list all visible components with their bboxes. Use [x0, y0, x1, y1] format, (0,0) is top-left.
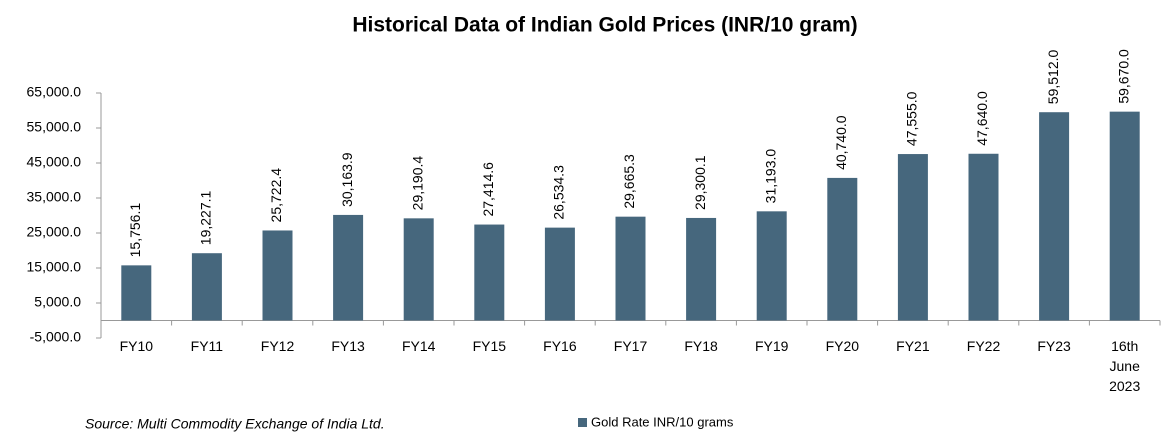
bar: [333, 214, 364, 321]
data-label: 47,555.0: [904, 91, 920, 146]
x-tick-label: FY13: [331, 338, 365, 354]
bar: [544, 227, 575, 321]
x-tick-label: FY20: [825, 338, 860, 354]
y-tick-label: 25,000.0: [27, 224, 82, 240]
bar: [1109, 111, 1140, 321]
data-label: 29,665.3: [621, 154, 637, 209]
x-tick-label: FY15: [472, 338, 507, 354]
bar: [897, 154, 928, 321]
data-label: 30,163.9: [339, 152, 355, 207]
bar: [686, 217, 717, 321]
x-tick-label: FY18: [684, 338, 718, 354]
y-tick-label: 15,000.0: [27, 259, 82, 275]
y-tick-label: 55,000.0: [27, 119, 82, 135]
x-tick-label: FY14: [401, 338, 436, 354]
y-tick-label: -5,000.0: [30, 329, 82, 345]
legend-swatch: [578, 418, 587, 427]
data-label: 59,512.0: [1045, 49, 1061, 104]
bar: [121, 265, 152, 321]
y-tick-label: 45,000.0: [27, 154, 82, 170]
source-note: Source: Multi Commodity Exchange of Indi…: [85, 416, 385, 432]
bar: [615, 216, 646, 321]
y-tick-label: 35,000.0: [27, 189, 82, 205]
bar: [403, 218, 434, 321]
data-label: 27,414.6: [480, 162, 496, 217]
data-label: 59,670.0: [1115, 49, 1131, 104]
x-tick-label: FY16: [543, 338, 577, 354]
y-tick-label: 65,000.0: [27, 84, 82, 100]
data-label: 29,190.4: [409, 156, 425, 211]
data-label: 25,722.4: [268, 168, 284, 223]
x-tick-label: FY17: [613, 338, 648, 354]
data-label: 31,193.0: [762, 149, 778, 204]
x-tick-label: FY21: [896, 338, 930, 354]
y-tick-label: 5,000.0: [34, 294, 81, 310]
data-label: 29,300.1: [692, 155, 708, 210]
data-label: 40,740.0: [833, 115, 849, 170]
data-label: 19,227.1: [198, 190, 214, 245]
bar: [1039, 112, 1070, 321]
bar: [191, 253, 222, 321]
bar: [756, 211, 787, 321]
legend-label: Gold Rate INR/10 grams: [591, 414, 734, 429]
x-tick-label: FY10: [119, 338, 154, 354]
x-tick-label: FY23: [1037, 338, 1071, 354]
bar: [474, 224, 505, 321]
data-label: 15,756.1: [127, 203, 143, 258]
data-label: 47,640.0: [974, 91, 990, 146]
chart-title: Historical Data of Indian Gold Prices (I…: [352, 14, 857, 37]
x-tick-label: FY22: [966, 338, 1001, 354]
x-tick-label: FY12: [260, 338, 295, 354]
data-label: 26,534.3: [551, 165, 567, 220]
x-tick-label: 16th June 2023: [1109, 338, 1141, 394]
bar: [827, 177, 858, 321]
bar: [968, 153, 999, 321]
bar: [262, 230, 293, 321]
x-tick-label: FY11: [190, 338, 224, 354]
x-tick-label: FY19: [754, 338, 789, 354]
